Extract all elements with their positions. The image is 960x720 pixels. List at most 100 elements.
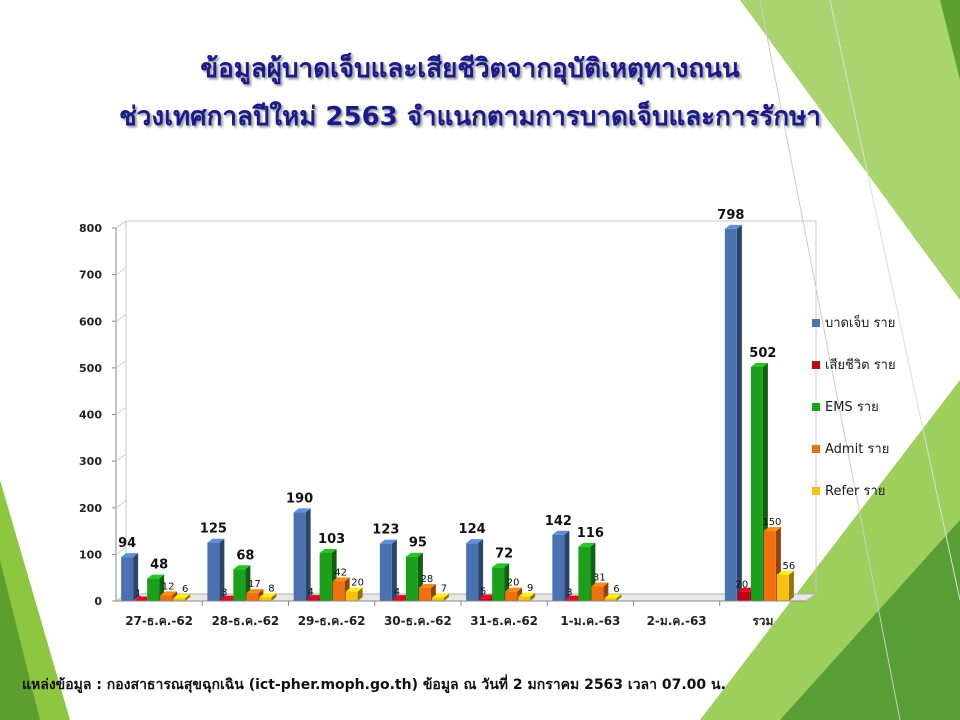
data-label: 3 xyxy=(221,588,227,599)
legend-label: EMS ราย xyxy=(825,400,879,415)
bar-top xyxy=(578,542,596,547)
bar xyxy=(246,593,259,601)
x-tick-label: 30-ธ.ค.-62 xyxy=(384,614,452,628)
bar-top xyxy=(207,538,225,543)
bar-top xyxy=(724,224,742,229)
y-tick-label: 0 xyxy=(94,595,102,608)
data-label: 4 xyxy=(307,587,313,598)
page-title-line2: ช่วงเทศกาลปีใหม่ 2563 จำแนกตามการบาดเจ็บ… xyxy=(119,102,821,132)
data-label: 6 xyxy=(182,584,188,595)
data-label: 20 xyxy=(736,580,749,591)
bar xyxy=(418,587,431,601)
bar xyxy=(233,569,246,601)
legend-swatch xyxy=(812,444,820,453)
bar-side xyxy=(788,570,794,601)
x-tick-label: 28-ธ.ค.-62 xyxy=(211,614,279,628)
bar xyxy=(379,543,392,601)
bar-side xyxy=(616,594,622,601)
legend-item: EMS ราย xyxy=(812,396,896,438)
data-label: 6 xyxy=(613,584,619,595)
bar-top xyxy=(591,582,609,587)
bar-side xyxy=(271,593,277,601)
bar-top xyxy=(405,552,423,557)
bar-top xyxy=(160,591,178,596)
bar-top xyxy=(246,589,264,594)
data-label: 94 xyxy=(118,536,136,551)
bar xyxy=(332,581,345,601)
bar xyxy=(724,228,737,601)
bar-side xyxy=(185,594,191,601)
y-tick-label: 100 xyxy=(79,548,102,561)
data-label: 68 xyxy=(236,548,254,563)
legend-swatch xyxy=(812,402,820,411)
x-tick-label: รวม xyxy=(752,614,773,628)
data-label: 72 xyxy=(495,546,513,561)
legend-label: Refer ราย xyxy=(825,484,886,499)
bar-side xyxy=(443,593,449,601)
y-tick-label: 200 xyxy=(79,502,102,515)
data-label: 190 xyxy=(286,491,313,506)
data-label: 116 xyxy=(577,526,604,541)
bar-top xyxy=(332,577,350,582)
bar xyxy=(505,591,518,601)
bar xyxy=(466,543,479,601)
bar-top xyxy=(418,583,436,588)
bar xyxy=(405,556,418,601)
bar-side xyxy=(564,530,570,601)
bar-top xyxy=(345,587,363,592)
bar xyxy=(565,599,578,601)
bar-top xyxy=(220,595,238,600)
y-gridline-diag xyxy=(115,313,127,322)
bar-top xyxy=(466,539,484,544)
bar-top xyxy=(552,530,570,535)
legend-label: บาดเจ็บ ราย xyxy=(825,316,896,331)
data-label: 20 xyxy=(507,578,520,589)
y-gridline-diag xyxy=(115,267,127,276)
bar xyxy=(160,595,173,601)
bar-top xyxy=(492,563,510,568)
bar-side xyxy=(530,592,536,601)
data-label: 3 xyxy=(566,588,572,599)
bar-top xyxy=(147,574,165,579)
bar-top xyxy=(750,362,768,367)
bar-top xyxy=(431,593,449,598)
bar-side xyxy=(391,539,397,601)
legend-label: เสียชีวิต ราย xyxy=(825,358,896,373)
bar xyxy=(345,591,358,601)
y-gridline-diag xyxy=(115,360,127,369)
chart-legend: บาดเจ็บ รายเสียชีวิต ราย EMS ราย Admit ราย… xyxy=(812,312,896,522)
bar-top xyxy=(134,596,152,601)
page-title-line1: ข้อมูลผู้บาดเจ็บและเสียชีวิตจากอุบัติเหต… xyxy=(200,54,740,84)
legend-swatch xyxy=(812,486,820,495)
data-label: 42 xyxy=(334,567,347,578)
y-tick-label: 500 xyxy=(79,362,102,375)
y-tick-label: 400 xyxy=(79,409,102,422)
bar xyxy=(776,574,789,601)
bar xyxy=(431,597,444,601)
legend-label: Admit ราย xyxy=(825,442,890,457)
data-label: 103 xyxy=(318,532,345,547)
bar-side xyxy=(478,539,484,601)
legend-item: Admit ราย xyxy=(812,438,896,480)
bar xyxy=(578,546,591,601)
bar-side xyxy=(736,224,742,601)
data-label: 124 xyxy=(459,522,486,537)
bar-top xyxy=(392,595,410,600)
data-label: 12 xyxy=(162,581,175,592)
bar xyxy=(518,596,531,601)
bar xyxy=(173,598,186,601)
bar xyxy=(604,598,617,601)
data-label: 125 xyxy=(200,522,227,537)
data-label: 142 xyxy=(545,514,572,529)
bar xyxy=(591,586,604,601)
bar-top xyxy=(776,570,794,575)
bar xyxy=(207,542,220,601)
bar xyxy=(552,534,565,601)
bar-top xyxy=(737,587,755,592)
bar-top xyxy=(479,594,497,599)
bar xyxy=(147,578,160,601)
legend-item: เสียชีวิต ราย xyxy=(812,354,896,396)
data-label: 28 xyxy=(421,574,434,585)
bar-top xyxy=(233,565,251,570)
